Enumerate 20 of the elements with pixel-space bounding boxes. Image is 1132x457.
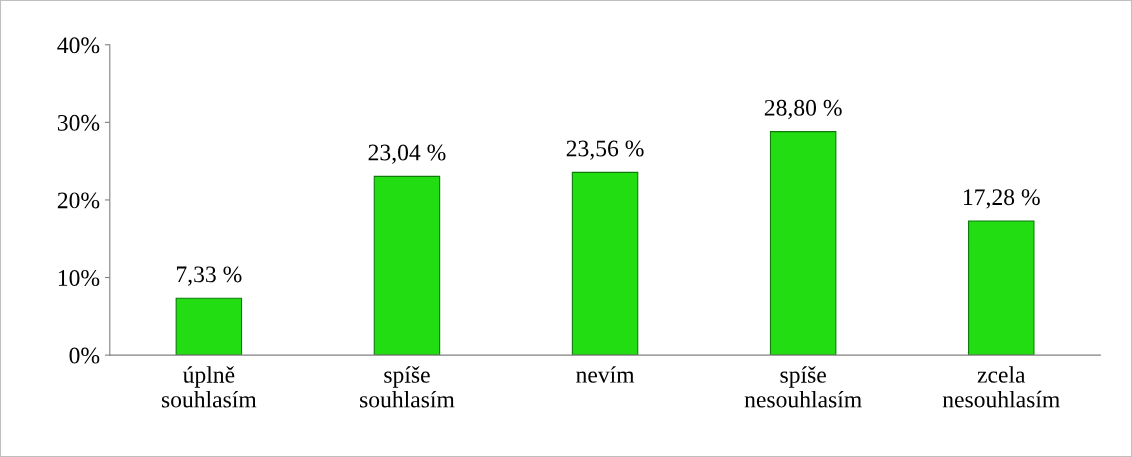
x-tick-label: úplně souhlasím	[161, 366, 257, 408]
bar	[373, 175, 441, 356]
bar	[175, 297, 243, 356]
y-tick-label: 0%	[69, 347, 100, 364]
bar	[571, 171, 639, 356]
y-tick-label: 20%	[57, 192, 100, 209]
x-tick-label: spíše souhlasím	[360, 366, 455, 408]
y-tick-label: 40%	[57, 37, 100, 54]
x-tick-label: nevím	[576, 366, 635, 383]
data-label: 17,28 %	[963, 189, 1040, 209]
bar	[968, 220, 1035, 356]
y-tick-label: 30%	[57, 114, 100, 131]
y-tick-label: 10%	[58, 270, 100, 287]
data-label: 28,80 %	[764, 99, 842, 120]
x-tick-label: spíše nesouhlasím	[744, 366, 862, 408]
bar	[769, 131, 837, 356]
data-label: 23,56 %	[566, 140, 644, 160]
data-label: 7,33 %	[176, 266, 242, 286]
data-label: 23,04 %	[368, 144, 446, 164]
x-tick-label: zcela nesouhlasím	[942, 366, 1060, 408]
